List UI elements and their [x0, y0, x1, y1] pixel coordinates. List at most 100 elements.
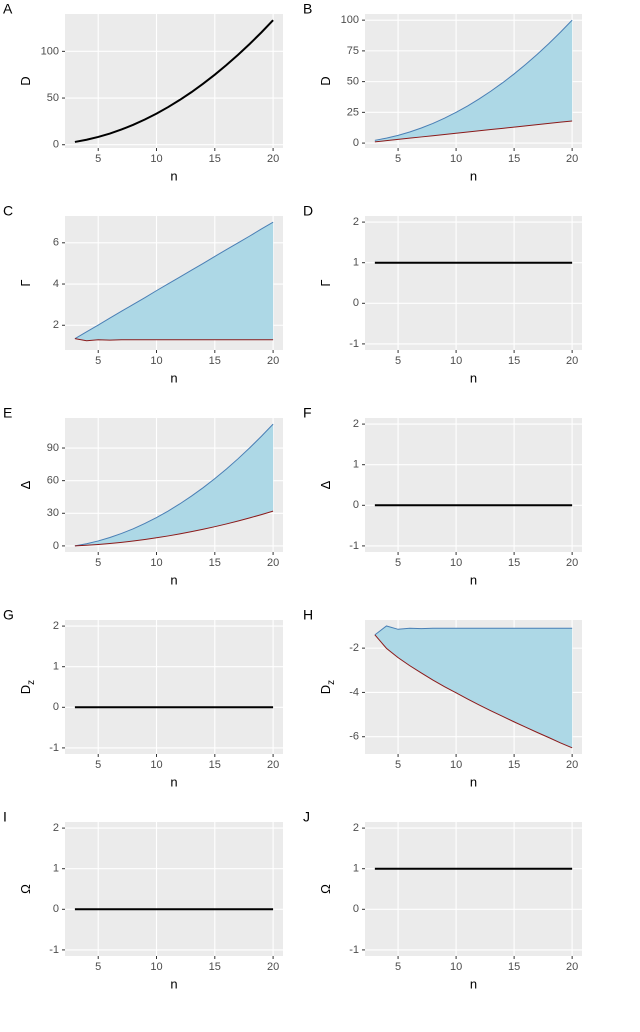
x-axis-title: n	[470, 572, 477, 587]
y-axis-title-main: Ω	[18, 884, 33, 894]
y-tick-label: 90	[47, 442, 59, 454]
y-axis-title: Γ	[318, 279, 333, 286]
x-tick-label: 15	[508, 961, 520, 973]
y-tick-label: 2	[353, 822, 359, 834]
y-axis-title: Ω	[18, 884, 33, 894]
y-tick-label: 75	[347, 45, 359, 57]
upper-line	[374, 625, 573, 636]
x-tick-label: 5	[395, 153, 401, 165]
line	[74, 19, 274, 143]
panel: 5 10 15 20 2 4 6 Cn Γ	[3, 203, 283, 385]
y-tick-label: 100	[41, 45, 59, 57]
y-tick-label: 0	[353, 903, 359, 915]
y-tick-label: 60	[47, 475, 59, 487]
panel: 5 10 15 20 -1 0 1 2 Fn Δ	[303, 405, 582, 587]
lower-line	[74, 338, 274, 342]
x-tick-label: 5	[95, 355, 101, 367]
plot-background	[365, 822, 582, 956]
panel: 5 10 15 20 -2 -4 -6 Hn Dz	[303, 607, 582, 789]
y-tick-label: 1	[53, 661, 59, 673]
x-tick-label: 15	[209, 153, 221, 165]
plot-background	[365, 216, 582, 350]
panel-letter: I	[3, 809, 7, 825]
x-tick-label: 10	[150, 557, 162, 569]
y-tick-label: 1	[353, 459, 359, 471]
ribbon-fill	[74, 424, 274, 546]
y-axis-title: Dz	[318, 680, 336, 694]
x-tick-label: 15	[508, 355, 520, 367]
panel: 5 10 15 20 0 30 60 90 En Δ	[3, 405, 283, 587]
lower-line	[374, 120, 573, 143]
x-tick-label: 15	[508, 759, 520, 771]
x-tick-label: 5	[395, 557, 401, 569]
lower-line	[374, 634, 573, 749]
y-tick-label: -1	[49, 944, 59, 956]
x-tick-label: 5	[95, 153, 101, 165]
x-tick-label: 20	[267, 961, 279, 973]
y-tick-label: 0	[53, 540, 59, 552]
y-tick-label: 0	[353, 137, 359, 149]
x-axis-title: n	[470, 774, 477, 789]
x-tick-label: 20	[267, 759, 279, 771]
y-tick-label: -1	[349, 338, 359, 350]
panel-letter: F	[303, 405, 312, 421]
x-tick-label: 5	[395, 961, 401, 973]
x-tick-label: 20	[566, 961, 578, 973]
x-axis-title: n	[470, 370, 477, 385]
y-tick-label: -4	[349, 686, 359, 698]
x-tick-label: 10	[450, 153, 462, 165]
y-tick-label: -1	[349, 540, 359, 552]
x-tick-label: 10	[150, 961, 162, 973]
x-tick-label: 20	[267, 153, 279, 165]
x-axis-title: n	[170, 976, 177, 991]
panel: 5 10 15 20 -1 0 1 2 In Ω	[3, 809, 283, 991]
y-tick-label: 1	[353, 863, 359, 875]
x-tick-label: 5	[395, 759, 401, 771]
panel-letter: H	[303, 607, 313, 623]
panel: 5 10 15 20 -1 0 1 2 Jn Ω	[303, 809, 582, 991]
x-axis-title: n	[170, 572, 177, 587]
x-tick-label: 10	[150, 355, 162, 367]
x-tick-label: 10	[450, 961, 462, 973]
x-tick-label: 15	[209, 355, 221, 367]
x-tick-label: 20	[566, 759, 578, 771]
y-tick-label: 30	[47, 507, 59, 519]
x-tick-label: 5	[395, 355, 401, 367]
upper-line	[374, 19, 573, 141]
x-tick-label: 15	[508, 153, 520, 165]
panel: 5 10 15 20 0 25 50 75 100 Bn D	[303, 1, 582, 183]
y-axis-title-main: Ω	[318, 884, 333, 894]
y-axis-title-sub: z	[26, 680, 37, 685]
panel: 5 10 15 20 -1 0 1 2 Gn Dz	[3, 607, 283, 789]
y-axis-title: D	[18, 76, 33, 85]
y-tick-label: -2	[349, 642, 359, 654]
y-axis-title-sub: z	[326, 680, 337, 685]
y-tick-label: 25	[347, 106, 359, 118]
y-axis-title: D	[318, 76, 333, 85]
y-axis-title-main: Δ	[318, 480, 333, 489]
y-tick-label: 2	[353, 216, 359, 228]
y-tick-label: 0	[353, 499, 359, 511]
y-tick-label: 50	[47, 92, 59, 104]
y-tick-label: 0	[353, 297, 359, 309]
y-tick-label: 2	[53, 319, 59, 331]
y-tick-label: 100	[341, 14, 359, 26]
panel-letter: G	[3, 607, 14, 623]
y-tick-label: 0	[53, 139, 59, 151]
x-tick-label: 20	[267, 355, 279, 367]
x-tick-label: 10	[450, 557, 462, 569]
x-tick-label: 20	[566, 355, 578, 367]
panel-letter: E	[3, 405, 12, 421]
y-tick-label: 2	[53, 822, 59, 834]
y-tick-label: -1	[349, 944, 359, 956]
x-axis-title: n	[170, 774, 177, 789]
y-axis-title-main: Γ	[318, 279, 333, 286]
y-tick-label: -1	[49, 742, 59, 754]
y-axis-title: Δ	[18, 480, 33, 489]
y-axis-title-main: Γ	[18, 279, 33, 286]
panel-letter: A	[3, 1, 13, 17]
upper-line	[74, 221, 274, 340]
y-tick-label: -6	[349, 731, 359, 743]
panel: 5 10 15 20 -1 0 1 2 Dn Γ	[303, 203, 582, 385]
